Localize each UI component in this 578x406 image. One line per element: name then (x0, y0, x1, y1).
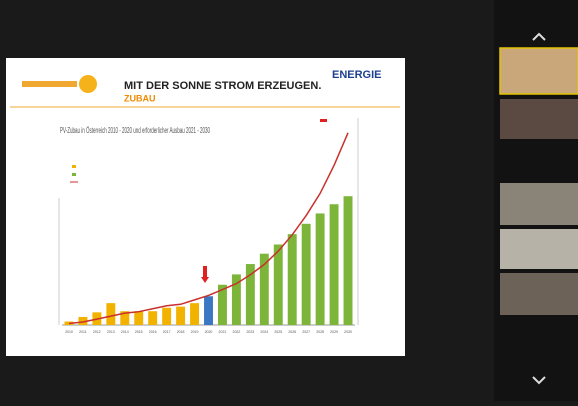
x-tick-label: 2010 (65, 330, 73, 334)
x-tick-label: 2015 (135, 330, 143, 334)
bar (148, 311, 158, 325)
bar (217, 284, 227, 325)
x-tick-label: 2011 (79, 330, 87, 334)
brand-logo (22, 81, 77, 87)
x-tick-label: 2018 (177, 330, 185, 334)
bar (134, 311, 144, 325)
slide-subtitle: ZUBAU (124, 93, 156, 103)
x-tick-label: 2013 (107, 330, 115, 334)
participant-video[interactable] (499, 47, 578, 95)
x-tick-label: 2020 (205, 330, 213, 334)
participant-video[interactable] (500, 99, 578, 139)
x-tick-label: 2016 (149, 330, 157, 334)
bar (190, 303, 200, 325)
sun-logo (79, 75, 97, 93)
x-tick-label: 2028 (316, 330, 324, 334)
bar (204, 296, 213, 325)
bar (176, 306, 186, 325)
slide-title: MIT DER SONNE STROM ERZEUGEN. (124, 80, 321, 92)
participant-video[interactable] (500, 229, 578, 269)
line (68, 132, 349, 325)
bar (120, 311, 130, 325)
scroll-up[interactable] (532, 32, 546, 41)
bar (259, 253, 269, 325)
marker (320, 119, 327, 122)
participant-video[interactable] (500, 183, 578, 225)
bar (301, 223, 311, 325)
bar (231, 274, 241, 325)
bar (78, 316, 88, 325)
chart-title: PV-Zubau in Österreich 2010 - 2020 und e… (60, 126, 210, 135)
x-tick-label: 2027 (302, 330, 310, 334)
bar (162, 307, 172, 325)
x-tick-label: 2022 (233, 330, 241, 334)
bar (273, 244, 283, 325)
x-tick-label: 2024 (260, 330, 268, 334)
participant-video[interactable] (500, 273, 578, 315)
bar (245, 264, 255, 325)
x-tick-label: 2025 (274, 330, 282, 334)
x-tick-label: 2021 (219, 330, 227, 334)
x-tick-label: 2030 (344, 330, 352, 334)
x-tick-label: 2014 (121, 330, 129, 334)
legend-swatch (72, 165, 76, 168)
x-tick-label: 2019 (191, 330, 199, 334)
x-tick-label: 2012 (93, 330, 101, 334)
bar (343, 196, 353, 325)
bar (315, 213, 325, 325)
x-tick-label: 2017 (163, 330, 171, 334)
x-tick-label: 2023 (246, 330, 254, 334)
energie-logo: ENERGIE (332, 69, 382, 81)
scroll-down[interactable] (532, 376, 546, 385)
legend-swatch (72, 173, 76, 176)
bar (106, 303, 116, 325)
bar (287, 234, 297, 325)
x-tick-label: 2029 (330, 330, 338, 334)
bar (329, 204, 339, 325)
arrow-marker (201, 266, 209, 283)
x-tick-label: 2026 (288, 330, 296, 334)
